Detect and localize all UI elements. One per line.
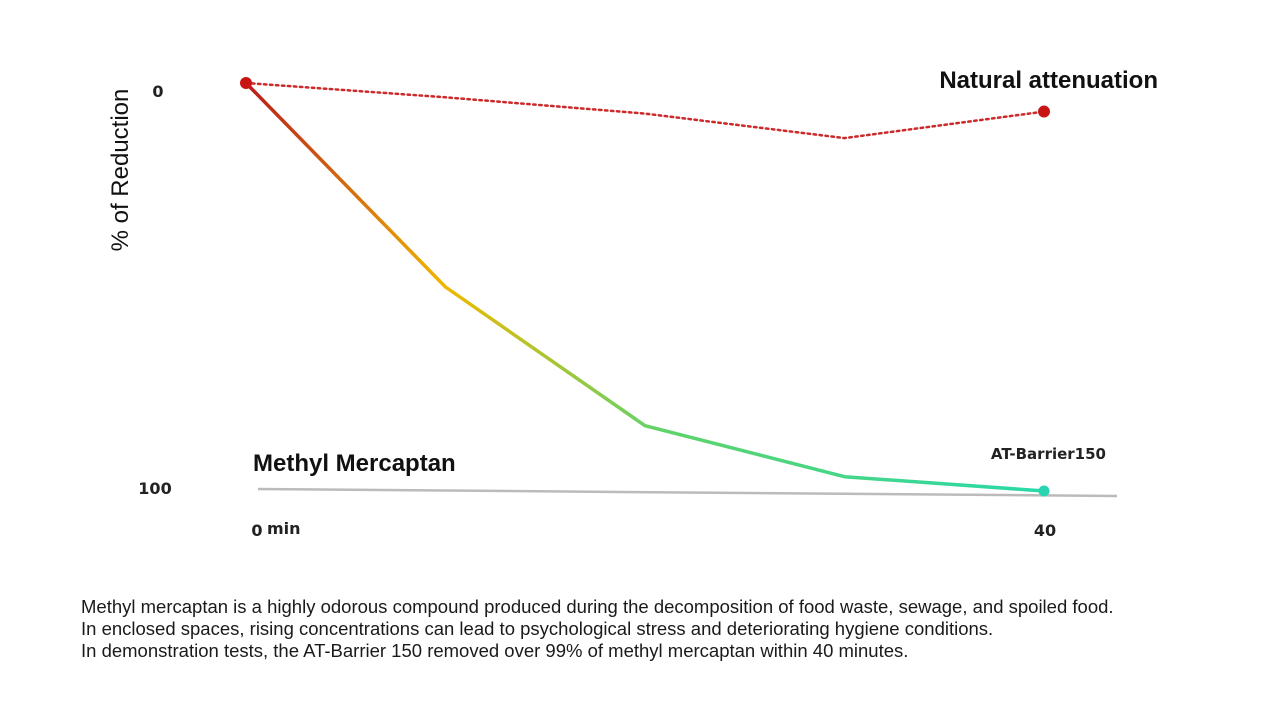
baseline	[257, 487, 1118, 498]
y-axis-label: % of Reduction	[107, 89, 134, 252]
x-unit-label: min	[267, 519, 301, 538]
description-caption: Methyl mercaptan is a highly odorous com…	[81, 596, 1276, 662]
caption-line-1: Methyl mercaptan is a highly odorous com…	[81, 596, 1114, 617]
caption-line-2: In enclosed spaces, rising concentration…	[81, 618, 994, 639]
y-tick-top: 0	[152, 82, 163, 101]
y-tick-bottom: 100	[138, 479, 171, 498]
series-label-natural-attenuation: Natural attenuation	[939, 67, 1158, 94]
series-line-natural-attenuation	[244, 81, 1046, 140]
marker-at-barrier150-end	[1038, 485, 1050, 497]
x-tick-start: 0	[251, 521, 262, 540]
x-tick-end: 40	[1034, 521, 1056, 540]
caption-line-3: In demonstration tests, the AT-Barrier 1…	[81, 640, 909, 661]
reduction-line-chart: % of Reduction 0 100 Methyl Mercaptan 0 …	[107, 67, 1158, 540]
series-label-at-barrier150: AT-Barrier150	[991, 445, 1106, 463]
marker-natural-attenuation-end	[1038, 105, 1050, 118]
marker-start-point	[240, 77, 252, 89]
series-line-at-barrier150	[244, 81, 1045, 493]
chart-title: Methyl Mercaptan	[253, 450, 456, 477]
